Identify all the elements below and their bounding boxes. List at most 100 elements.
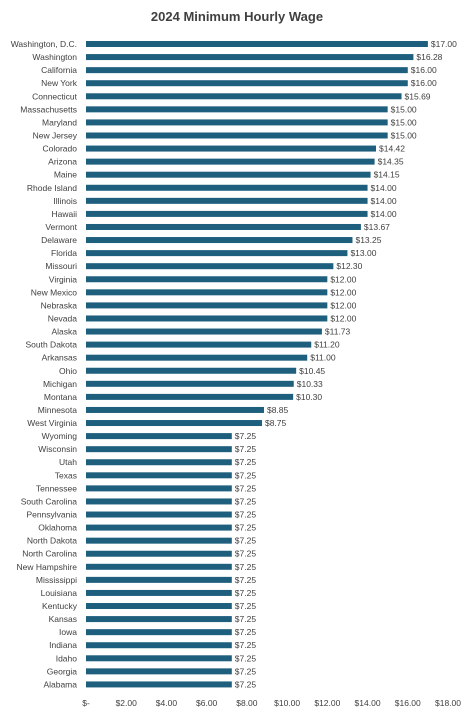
bar [86,629,232,636]
category-label: California [41,65,77,75]
x-tick-label: $8.00 [236,698,258,708]
category-label: Florida [51,248,77,258]
data-label: $16.28 [416,52,442,62]
data-label: $15.69 [405,91,431,101]
x-tick-label: $- [82,698,90,708]
bar [86,223,361,230]
data-label: $7.25 [235,523,257,533]
x-tick-label: $4.00 [156,698,178,708]
bar [86,289,328,296]
data-label: $10.45 [299,366,325,376]
category-label: North Carolina [22,549,77,559]
data-label: $8.85 [267,405,289,415]
category-label: Arizona [48,157,77,167]
bar [86,354,308,361]
data-label: $7.25 [235,536,257,546]
data-label: $7.25 [235,496,257,506]
category-label: Oklahoma [38,523,77,533]
data-label: $7.25 [235,483,257,493]
category-label: Vermont [45,222,77,232]
category-label: West Virginia [27,418,77,428]
category-label: Ohio [59,366,77,376]
bar [86,420,262,427]
category-label: New Jersey [33,130,78,140]
bar [86,472,232,479]
bar [86,524,232,531]
bar [86,119,388,126]
x-tick-label: $10.00 [274,698,300,708]
category-label: Maine [54,170,77,180]
bar [86,106,388,113]
bar [86,93,402,100]
data-label: $11.00 [310,353,336,363]
category-label: North Dakota [27,536,77,546]
x-tick-label: $6.00 [196,698,218,708]
x-tick-label: $16.00 [395,698,421,708]
bar [86,54,414,61]
category-label: Kentucky [42,601,78,611]
bar [86,184,368,191]
category-label: Delaware [41,235,77,245]
x-tick-label: $2.00 [116,698,138,708]
bar [86,589,232,596]
bar [86,511,232,518]
category-label: Alaska [51,327,77,337]
category-label: Hawaii [51,209,77,219]
category-label: Mississippi [36,575,77,585]
data-label: $12.30 [336,261,362,271]
category-label: South Carolina [21,496,78,506]
category-label: Nebraska [41,300,78,310]
bar [86,498,232,505]
value-labels: $17.00 $16.28 $16.00 $16.00 $15.69 $15.00 $15.… [235,39,457,689]
data-label: $12.00 [330,274,356,284]
data-label: $16.00 [411,78,437,88]
data-label: $10.30 [296,392,322,402]
chart-title: 2024 Minimum Hourly Wage [151,9,323,24]
category-label: Montana [44,392,77,402]
bar [86,237,353,244]
category-label: Rhode Island [27,183,77,193]
bar [86,537,232,544]
bar [86,446,232,453]
category-label: New Hampshire [17,562,78,572]
data-label: $15.00 [391,117,417,127]
category-label: Illinois [53,196,77,206]
category-label: Alabama [43,679,77,689]
bar [86,485,232,492]
data-label: $7.25 [235,549,257,559]
category-label: Iowa [59,627,77,637]
category-label: Colorado [43,144,78,154]
bar [86,406,264,413]
bar [86,655,232,662]
data-label: $16.00 [411,65,437,75]
data-label: $7.25 [235,614,257,624]
data-label: $7.25 [235,510,257,520]
bar [86,145,377,152]
data-label: $14.35 [378,157,404,167]
bar [86,616,232,623]
data-label: $12.00 [330,313,356,323]
bar [86,367,297,374]
category-label: Washington [32,52,77,62]
category-label: Missouri [45,261,77,271]
data-label: $10.33 [297,379,323,389]
category-label: Minnesota [38,405,77,415]
x-tick-label: $12.00 [314,698,340,708]
data-label: $7.25 [235,653,257,663]
bar [86,197,368,204]
bar [86,576,232,583]
bar [86,433,232,440]
category-label: New York [41,78,78,88]
category-label: Utah [59,457,77,467]
category-label: Michigan [43,379,77,389]
data-label: $13.25 [355,235,381,245]
data-label: $14.00 [371,196,397,206]
category-label: Washington, D.C. [11,39,77,49]
data-label: $11.20 [314,340,340,350]
bar [86,80,408,87]
bar [86,459,232,466]
data-label: $13.67 [364,222,390,232]
bar [86,341,312,348]
category-label: Texas [55,470,77,480]
